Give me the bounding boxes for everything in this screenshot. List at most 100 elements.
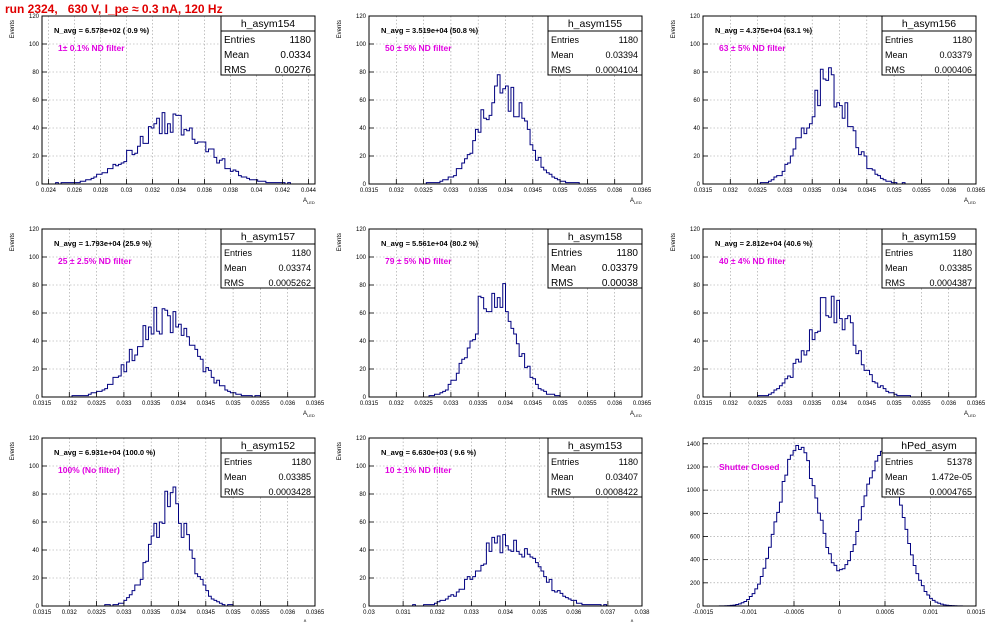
x-tick-label: 0.0365 xyxy=(306,401,325,407)
stats-title: h_asym155 xyxy=(568,18,622,30)
x-tick-label: 0.032 xyxy=(430,610,446,616)
x-axis-label: ALED xyxy=(964,411,976,418)
y-tick-label: 80 xyxy=(359,492,366,498)
stats-value: 0.00038 xyxy=(602,278,639,289)
x-tick-label: 0.0325 xyxy=(87,401,106,407)
y-tick-label: 100 xyxy=(356,255,367,261)
stats-value: 0.03374 xyxy=(278,263,311,273)
y-tick-label: 120 xyxy=(690,14,701,20)
y-tick-label: 60 xyxy=(359,98,366,104)
x-tick-label: 0.04 xyxy=(251,188,263,194)
stats-label: Mean xyxy=(885,50,908,60)
x-tick-label: 0.035 xyxy=(553,401,569,407)
stats-label: Mean xyxy=(551,263,576,274)
x-tick-label: -0.0005 xyxy=(784,610,805,616)
y-tick-label: 40 xyxy=(359,548,366,554)
stats-value: 0.0004387 xyxy=(929,278,972,288)
x-tick-label: 0.0315 xyxy=(360,401,379,407)
x-tick-label: 0.0335 xyxy=(142,401,161,407)
y-tick-label: 100 xyxy=(356,464,367,470)
stats-label: RMS xyxy=(551,278,574,289)
stats-label: Entries xyxy=(224,457,253,467)
x-tick-label: 0.033 xyxy=(443,401,459,407)
y-tick-label: 20 xyxy=(359,576,366,582)
x-axis-label: ALED xyxy=(630,198,642,205)
x-tick-label: 0.035 xyxy=(887,401,903,407)
stats-value: 0.000406 xyxy=(934,65,972,75)
y-tick-label: 400 xyxy=(690,558,701,564)
stats-box xyxy=(881,228,977,289)
x-tick-label: 0.0355 xyxy=(251,401,270,407)
x-tick-label: -0.0015 xyxy=(693,610,714,616)
x-tick-label: 0.0325 xyxy=(87,610,106,616)
y-tick-label: 60 xyxy=(693,98,700,104)
stats-label: Entries xyxy=(551,457,580,467)
x-tick-label: -0.001 xyxy=(740,610,758,616)
stats-value: 51378 xyxy=(947,457,972,467)
x-tick-label: 0.036 xyxy=(566,610,582,616)
histogram-panel-hPed_asym: -0.0015 -0.001 -0.0005 0 0.0005 0.001 0.0015 0 2… xyxy=(687,437,986,616)
stats-title: h_asym153 xyxy=(568,440,622,452)
y-tick-label: 20 xyxy=(32,367,39,373)
stats-value: 0.0004765 xyxy=(929,487,972,497)
stats-value: 0.03379 xyxy=(939,50,972,60)
annotation-filter: 1± 0.1% ND filter xyxy=(58,43,125,53)
annotation-filter: 79 ± 5% ND filter xyxy=(385,256,452,266)
stats-box xyxy=(220,15,316,76)
x-tick-label: 0.032 xyxy=(389,401,405,407)
histogram-panel-h_asym159: 0.0315 0.032 0.0325 0.033 0.0335 0.034 0.0345 0… xyxy=(671,227,986,418)
x-tick-label: 0.0345 xyxy=(858,401,877,407)
y-tick-label: 80 xyxy=(32,283,39,289)
histogram-series-hPed_asym xyxy=(703,445,976,607)
annotation-filter: 25 ± 2.5% ND filter xyxy=(58,256,132,266)
annotation-n-avg: N_avg = 5.561e+04 (80.2 %) xyxy=(381,239,479,248)
x-tick-label: 0.034 xyxy=(171,188,187,194)
stats-title: h_asym156 xyxy=(902,18,956,30)
y-tick-label: 100 xyxy=(690,255,701,261)
y-tick-label: 80 xyxy=(359,70,366,76)
stats-value: 1180 xyxy=(953,35,972,45)
stats-value: 0.03385 xyxy=(278,472,311,482)
stats-label: Mean xyxy=(224,472,247,482)
y-tick-label: 80 xyxy=(359,283,366,289)
histogram-panel-h_asym155: 0.0315 0.032 0.0325 0.033 0.0335 0.034 0.0345 0… xyxy=(337,14,652,205)
x-tick-label: 0.0315 xyxy=(694,401,713,407)
stats-label: RMS xyxy=(551,65,571,75)
annotation-filter: 100% (No filter) xyxy=(58,465,120,475)
x-tick-label: 0.036 xyxy=(941,401,957,407)
y-tick-label: 40 xyxy=(693,339,700,345)
y-tick-label: 60 xyxy=(359,520,366,526)
x-tick-label: 0.035 xyxy=(553,188,569,194)
stats-value: 0.03385 xyxy=(939,263,972,273)
histogram-series-h_asym153 xyxy=(369,534,642,607)
stats-title: h_asym157 xyxy=(241,231,295,243)
stats-label: Mean xyxy=(885,472,908,482)
stats-title: h_asym159 xyxy=(902,231,956,243)
x-tick-label: 0.035 xyxy=(226,610,242,616)
stats-value: 1180 xyxy=(619,35,638,45)
x-tick-label: 0.044 xyxy=(301,188,317,194)
stats-label: RMS xyxy=(885,65,905,75)
x-tick-label: 0.036 xyxy=(280,610,296,616)
y-tick-label: 80 xyxy=(32,492,39,498)
y-axis-label: Events xyxy=(10,442,16,460)
y-tick-label: 40 xyxy=(32,126,39,132)
x-tick-label: 0.0335 xyxy=(142,610,161,616)
stats-box xyxy=(220,437,316,498)
annotation-n-avg: N_avg = 6.931e+04 (100.0 %) xyxy=(54,448,156,457)
stats-value: 0.03379 xyxy=(602,263,639,274)
y-tick-label: 120 xyxy=(356,436,367,442)
y-tick-label: 120 xyxy=(356,14,367,20)
x-tick-label: 0.0315 xyxy=(694,188,713,194)
y-tick-label: 0 xyxy=(36,182,40,188)
stats-label: Entries xyxy=(551,35,580,45)
y-tick-label: 0 xyxy=(363,395,367,401)
x-tick-label: 0.0365 xyxy=(306,610,325,616)
x-tick-label: 0.036 xyxy=(941,188,957,194)
x-tick-label: 0.001 xyxy=(923,610,939,616)
x-axis-label: ALED xyxy=(630,411,642,418)
y-tick-label: 120 xyxy=(690,227,701,233)
x-tick-label: 0.032 xyxy=(389,188,405,194)
stats-title: h_asym152 xyxy=(241,440,295,452)
